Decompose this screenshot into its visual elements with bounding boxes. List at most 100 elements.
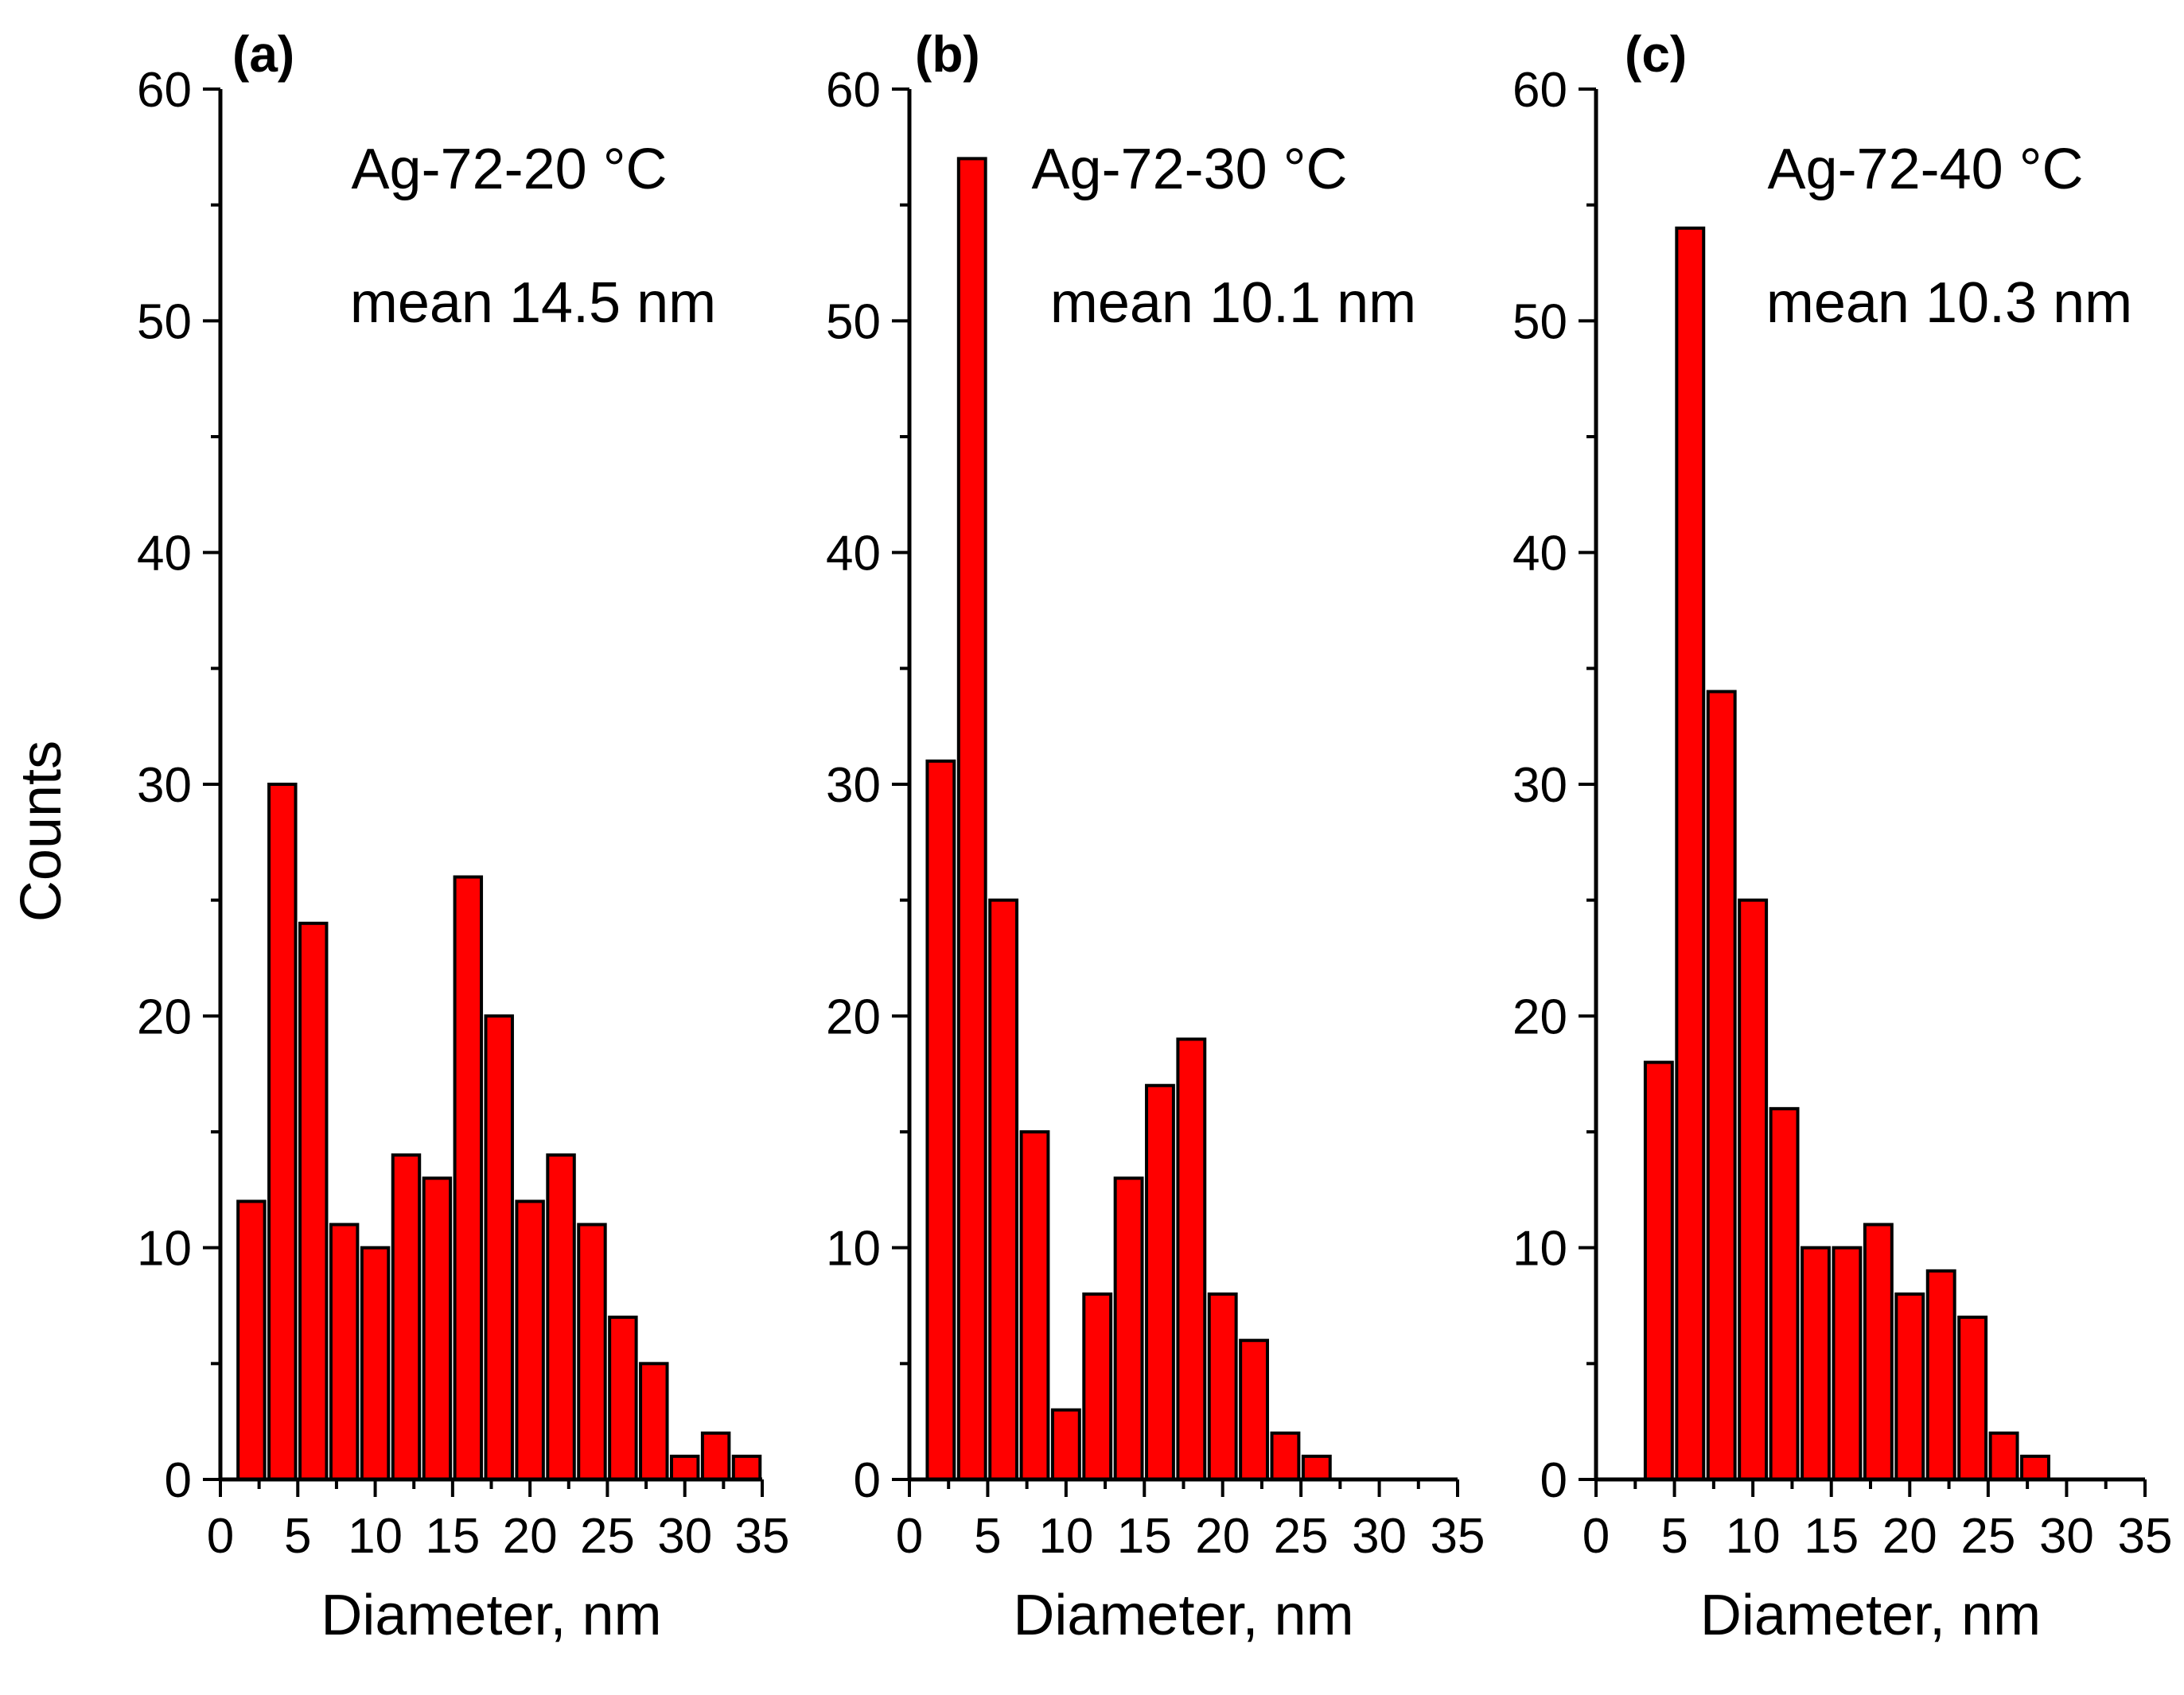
bar [391,1153,422,1481]
bar [1863,1223,1894,1481]
bar [360,1246,391,1481]
bar [1270,1431,1301,1481]
bar [422,1176,453,1482]
bar [1769,1106,1800,1482]
x-axis-title: Diameter, nm [1700,1584,2041,1647]
bar [236,1199,267,1482]
sample-title: Ag-72-40 °C [1768,138,2084,201]
y-tick-label: 30 [1512,758,1567,813]
y-tick-label: 40 [1512,527,1567,581]
x-tick-label: 0 [207,1509,234,1564]
mean-annotation: mean 14.5 nm [350,271,716,335]
bar [1706,690,1737,1481]
bar [1801,1246,1831,1481]
bar [329,1223,360,1481]
bar [731,1454,762,1482]
bar [1894,1292,1925,1482]
bar [956,157,987,1481]
x-tick-label: 5 [284,1509,311,1564]
bar [639,1362,669,1482]
x-tick-label: 20 [1195,1509,1250,1564]
bar [546,1153,576,1481]
y-tick-label: 60 [1512,63,1567,118]
y-tick-label: 50 [1512,294,1567,349]
x-tick-label: 35 [1431,1509,1485,1564]
panel-label: (a) [232,25,294,83]
bar [1643,1060,1674,1481]
y-tick-label: 20 [1512,989,1567,1044]
bar [1019,1130,1050,1481]
x-tick-label: 30 [1352,1509,1407,1564]
panel-label: (b) [915,25,980,83]
sample-title: Ag-72-20 °C [352,138,668,201]
bar [267,783,298,1481]
bar [1239,1339,1270,1481]
y-tick-label: 60 [137,63,192,118]
bar [1675,226,1706,1481]
y-tick-label: 0 [1540,1453,1567,1508]
x-tick-label: 10 [348,1509,403,1564]
bar [515,1199,545,1482]
y-tick-label: 0 [165,1453,192,1508]
y-tick-label: 40 [137,527,192,581]
y-tick-label: 30 [826,758,881,813]
mean-annotation: mean 10.1 nm [1050,271,1416,335]
bar [1925,1269,1956,1482]
y-tick-label: 0 [854,1453,881,1508]
x-tick-label: 20 [503,1509,558,1564]
x-tick-label: 5 [1660,1509,1688,1564]
y-tick-label: 10 [1512,1222,1567,1277]
bar [1050,1408,1081,1481]
bar [1176,1037,1207,1481]
bar [1957,1316,1988,1481]
y-tick-label: 60 [826,63,881,118]
bar [700,1431,731,1481]
x-tick-label: 15 [1117,1509,1172,1564]
y-tick-label: 10 [826,1222,881,1277]
x-tick-label: 5 [974,1509,1001,1564]
y-tick-label: 20 [137,989,192,1044]
x-axis-title: Diameter, nm [321,1584,661,1647]
bar [608,1316,638,1481]
bar [1988,1431,2019,1481]
y-tick-label: 20 [826,989,881,1044]
x-tick-label: 10 [1726,1509,1781,1564]
x-tick-label: 0 [896,1509,923,1564]
bar [925,759,956,1481]
x-tick-label: 10 [1038,1509,1093,1564]
y-tick-label: 50 [137,294,192,349]
bar [298,921,329,1482]
x-tick-label: 25 [1960,1509,2015,1564]
y-tick-label: 30 [137,758,192,813]
x-tick-label: 30 [2039,1509,2094,1564]
x-tick-label: 30 [657,1509,712,1564]
mean-annotation: mean 10.3 nm [1766,271,2132,335]
panel-label: (c) [1625,25,1687,83]
bar [1832,1246,1863,1481]
bar [1207,1292,1238,1482]
y-tick-label: 40 [826,527,881,581]
bar [1738,898,1769,1481]
x-tick-label: 35 [735,1509,790,1564]
bar [1113,1176,1144,1482]
x-tick-label: 20 [1882,1509,1937,1564]
x-tick-label: 25 [580,1509,635,1564]
sample-title: Ag-72-30 °C [1032,138,1348,201]
x-tick-label: 15 [1804,1509,1859,1564]
bar [484,1014,514,1482]
x-tick-label: 35 [2118,1509,2173,1564]
bar [1301,1454,1332,1482]
x-tick-label: 25 [1274,1509,1329,1564]
y-axis-title: Counts [10,741,73,922]
bar [669,1454,700,1482]
bar [988,898,1019,1481]
bar [1145,1083,1175,1481]
x-tick-label: 15 [425,1509,480,1564]
bar [2020,1454,2050,1482]
bar [1082,1292,1113,1482]
bar [577,1223,607,1481]
